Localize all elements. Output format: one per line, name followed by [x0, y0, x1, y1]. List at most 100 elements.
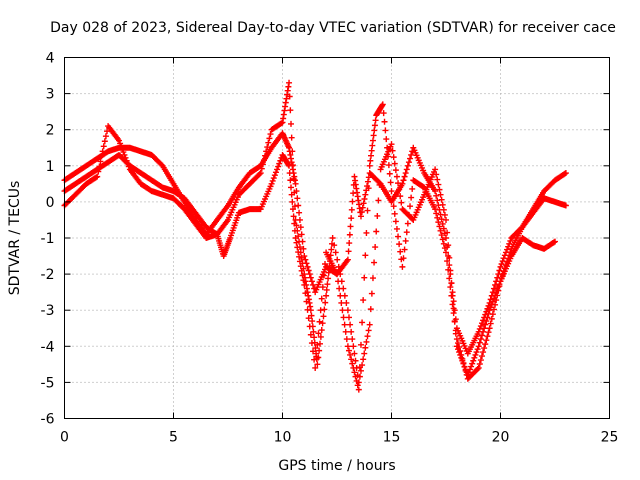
data-point [393, 173, 400, 180]
data-point [362, 344, 369, 351]
data-point [405, 211, 412, 218]
data-point [552, 238, 558, 245]
data-point [275, 163, 282, 170]
y-axis-label: SDTVAR / TECUs [7, 181, 23, 296]
data-point [286, 93, 293, 100]
data-point [119, 146, 126, 153]
data-point [311, 356, 318, 363]
data-point [309, 318, 316, 325]
data-point [320, 272, 327, 279]
data-point [117, 140, 124, 147]
data-point [432, 166, 439, 173]
data-point [458, 351, 465, 358]
data-point [286, 79, 293, 86]
data-point [497, 263, 504, 270]
x-tick-label: 20 [492, 430, 510, 446]
data-point [297, 263, 304, 270]
data-point [388, 188, 395, 195]
data-point [312, 364, 319, 371]
data-point [362, 252, 369, 259]
data-point [450, 310, 457, 317]
data-point [397, 193, 404, 200]
data-point [371, 259, 378, 266]
series-3 [61, 101, 558, 393]
data-point [483, 337, 490, 344]
data-point [391, 210, 398, 217]
data-point [404, 162, 411, 169]
data-point [320, 313, 327, 320]
data-point [303, 298, 310, 305]
data-point [480, 317, 487, 324]
data-point [393, 225, 400, 232]
data-point [496, 267, 503, 274]
data-point [481, 345, 488, 352]
data-point [360, 297, 367, 304]
data-point [404, 220, 411, 227]
data-point [334, 256, 341, 263]
data-point [370, 132, 377, 139]
data-point [296, 209, 303, 216]
data-point [450, 298, 457, 305]
data-point [98, 153, 105, 160]
data-point [350, 190, 357, 197]
data-point [361, 196, 368, 203]
data-point [120, 149, 127, 156]
data-point [441, 211, 448, 218]
data-point [476, 325, 483, 332]
data-point [478, 320, 485, 327]
data-point [367, 306, 374, 313]
data-point [482, 341, 489, 348]
data-point [118, 143, 125, 150]
data-point [344, 256, 351, 263]
data-point [441, 245, 448, 252]
x-tick-label: 0 [60, 430, 69, 446]
data-point [318, 295, 325, 302]
data-point [344, 307, 351, 314]
data-point [478, 353, 485, 360]
grid-lines [64, 57, 610, 419]
data-point [294, 195, 301, 202]
data-point [300, 245, 307, 252]
data-point [335, 278, 342, 285]
data-point [400, 255, 407, 262]
data-point [477, 336, 484, 343]
data-point [298, 231, 305, 238]
data-point [492, 301, 499, 308]
data-point [403, 229, 410, 236]
data-point [379, 101, 386, 108]
data-point [338, 299, 345, 306]
data-point [389, 147, 396, 154]
data-point [480, 349, 487, 356]
data-point [99, 148, 106, 155]
y-tick-label: -3 [41, 303, 55, 319]
data-point [277, 157, 284, 164]
data-point [305, 267, 312, 274]
data-point [383, 136, 390, 143]
x-tick-label: 10 [274, 430, 292, 446]
data-point [349, 198, 356, 205]
data-point [486, 325, 493, 332]
data-point [402, 170, 409, 177]
data-point [440, 240, 447, 247]
data-point [302, 256, 309, 263]
data-point [358, 209, 365, 216]
data-point [439, 220, 446, 227]
data-point [439, 236, 446, 243]
data-point [466, 366, 473, 373]
data-point [486, 307, 493, 314]
data-point [363, 338, 370, 345]
data-point [264, 144, 271, 151]
data-point [384, 144, 391, 151]
data-point [94, 173, 101, 180]
data-point [350, 364, 357, 371]
data-point [475, 364, 482, 371]
data-point [125, 163, 132, 170]
data-point [296, 258, 303, 265]
data-point [476, 360, 483, 367]
data-point [348, 215, 355, 222]
data-point [310, 281, 317, 288]
data-point [352, 373, 359, 380]
data-point [489, 298, 496, 305]
data-point [288, 134, 295, 141]
